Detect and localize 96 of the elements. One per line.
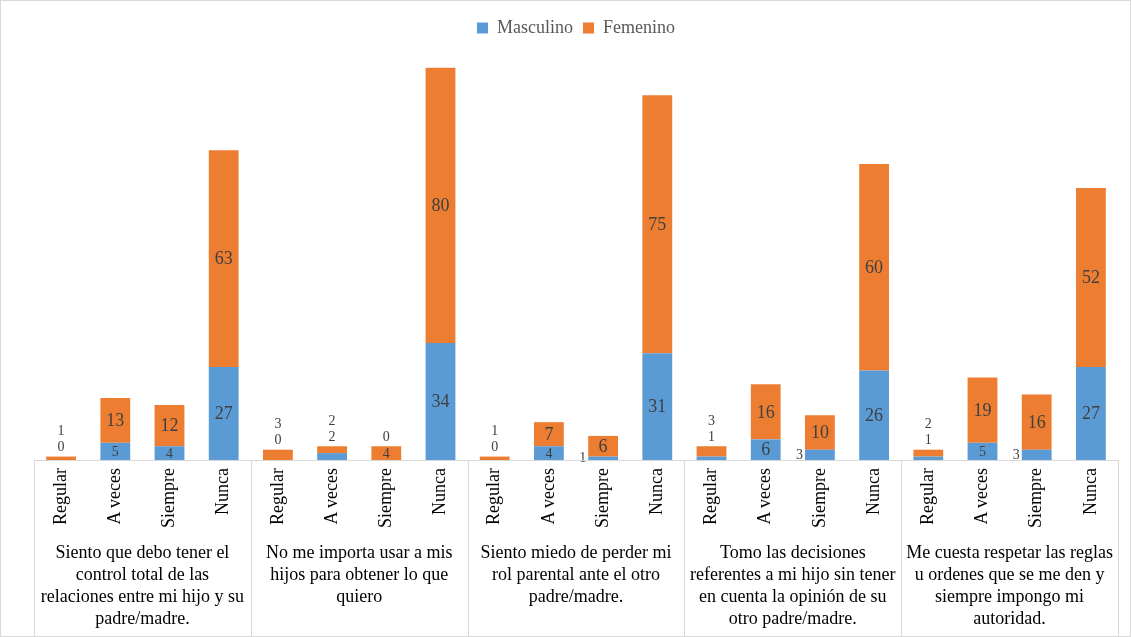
bar [425, 342, 456, 461]
data-label: 3 [1012, 446, 1020, 462]
data-label: 16 [756, 401, 775, 422]
bar [1075, 188, 1106, 368]
bar [1021, 449, 1052, 461]
x-tick-label: A veces [537, 468, 558, 525]
bar [805, 415, 835, 450]
bar [913, 449, 944, 457]
data-label: 27 [214, 403, 233, 424]
data-label: 0 [382, 428, 390, 444]
data-label: 0 [57, 439, 65, 455]
x-tick-label: Siempre [375, 468, 396, 529]
data-label: 3 [795, 446, 803, 462]
x-tick-label: Regular [917, 468, 938, 525]
x-tick-label: Regular [49, 468, 70, 525]
text: No me importa usar a mis hijos para obtener lo que quiero [265, 541, 453, 606]
bar [317, 453, 348, 461]
data-label: 5 [111, 444, 119, 460]
data-label: 19 [973, 399, 992, 420]
data-label: 4 [382, 445, 390, 461]
data-label: 13 [106, 410, 125, 431]
x-tick-label: Regular [700, 468, 721, 525]
bar [750, 439, 781, 461]
bar [642, 95, 673, 354]
data-label: 10 [810, 422, 829, 443]
data-label: 2 [328, 428, 336, 444]
data-label: 1 [708, 428, 715, 444]
x-tick-label: Nunca [212, 468, 233, 515]
bar [154, 446, 185, 461]
bar [534, 446, 564, 461]
bar [425, 67, 456, 343]
data-label: 34 [431, 391, 450, 412]
legend-label: Masculino [497, 16, 574, 37]
x-tick-label: A veces [971, 468, 992, 525]
data-label: 60 [865, 257, 884, 278]
bar [100, 442, 131, 461]
data-label: 1 [57, 423, 65, 439]
data-label: 12 [160, 415, 179, 436]
x-tick-label: Nunca [429, 468, 450, 515]
x-tick-label: A veces [320, 468, 341, 525]
x-tick-label: Regular [266, 468, 287, 525]
bar [588, 435, 619, 457]
data-label: 27 [1081, 403, 1100, 424]
bar [1075, 367, 1106, 461]
x-tick-label: A veces [754, 468, 775, 525]
data-label: 26 [865, 405, 884, 426]
bar [263, 449, 293, 461]
data-label: 63 [214, 248, 233, 269]
data-label: 80 [431, 195, 450, 216]
x-tick-label: Siempre [808, 468, 829, 529]
bar [208, 367, 239, 461]
bar [100, 398, 131, 443]
text: Siento que debo tener el control total de las relaciones entre mi hijo y su padre/madre. [40, 541, 245, 628]
bar [1021, 394, 1052, 450]
x-tick-label: Nunca [1079, 468, 1100, 515]
data-label: 6 [761, 439, 771, 460]
data-label: 2 [924, 416, 932, 432]
x-tick-label: Siempre [1025, 468, 1046, 529]
bar [750, 384, 781, 440]
data-label: 7 [544, 423, 554, 444]
bar [859, 370, 890, 461]
x-tick-label: A veces [104, 468, 125, 525]
data-label: 75 [648, 213, 667, 234]
bar [805, 449, 835, 461]
data-label: 0 [274, 432, 282, 448]
x-tick-label: Nunca [862, 468, 883, 515]
data-label: 4 [545, 445, 553, 461]
legend-label: Femenino [603, 16, 675, 37]
text: Me cuesta respetar las reglas u ordenes que se me den y siempre impongo mi autoridad. [906, 541, 1114, 628]
data-label: 3 [274, 416, 282, 432]
bar [371, 446, 402, 461]
text: Tomo las decisiones referentes a mi hijo sin tener en cuenta la opinión de su otro padre/madre. [690, 541, 896, 628]
bar [317, 446, 348, 454]
bar [696, 446, 727, 457]
data-label: 1 [924, 432, 932, 448]
x-tick-label: Nunca [646, 468, 667, 515]
data-label: 6 [598, 435, 608, 456]
bar [208, 150, 239, 368]
data-label: 31 [648, 396, 667, 417]
data-label: 2 [328, 412, 336, 428]
bar [642, 353, 673, 461]
x-tick-label: Siempre [591, 468, 612, 529]
data-label: 52 [1081, 267, 1100, 288]
data-label: 5 [979, 444, 986, 460]
bar [967, 442, 998, 461]
data-label: 16 [1027, 411, 1046, 432]
data-label: 0 [491, 439, 499, 455]
x-tick-label: Siempre [158, 468, 179, 529]
data-label: 1 [491, 423, 499, 439]
text: Siento miedo de perder mi rol parental ante el otro padre/madre. [480, 541, 672, 606]
bar [859, 164, 890, 371]
bar [967, 377, 998, 443]
bar [534, 422, 564, 447]
data-label: 3 [708, 412, 715, 428]
data-label: 4 [166, 445, 173, 461]
x-tick-label: Regular [483, 468, 504, 525]
